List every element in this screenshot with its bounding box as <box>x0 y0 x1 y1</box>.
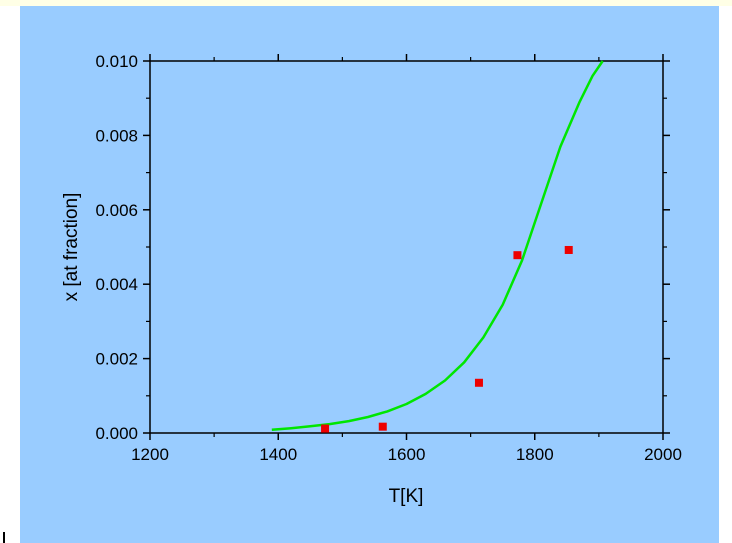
y-tick-label: 0.010 <box>95 52 138 71</box>
x-axis-title: T[K] <box>389 486 424 507</box>
y-tick-label: 0.006 <box>95 201 138 220</box>
data-point <box>513 251 522 260</box>
x-tick-label: 1200 <box>131 445 169 464</box>
data-point <box>378 422 387 431</box>
chart: 1200 1400 1600 1800 2000 0.0000.0020.0040.00… <box>61 52 682 507</box>
y-tick-label: 0.008 <box>95 126 138 145</box>
y-tick-label: 0.002 <box>95 350 138 369</box>
x-tick-label: 1600 <box>388 445 426 464</box>
x-tick-label: 2000 <box>644 445 682 464</box>
data-point <box>474 378 483 387</box>
series-layer <box>271 60 604 433</box>
x-tick-label: 1400 <box>259 445 297 464</box>
top-strip <box>0 0 732 6</box>
data-point <box>321 424 330 433</box>
y-tick-label: 0.000 <box>95 424 138 443</box>
x-axis-ticks: 1200 1400 1600 1800 2000 <box>131 54 682 464</box>
chart-panel: 1200 1400 1600 1800 2000 0.000 0.002 0.004 0.00… <box>20 6 719 543</box>
x-tick-label: 1800 <box>516 445 554 464</box>
y-axis-title: x [at fraction] <box>61 193 82 302</box>
y-axis-ticks: 0.000 0.002 0.004 0.006 0.008 0.010 <box>95 52 670 443</box>
corner-mark <box>3 532 5 543</box>
plot-area <box>149 60 664 434</box>
fit-curve <box>271 60 604 431</box>
data-point <box>564 245 573 254</box>
y-tick-label: 0.004 <box>95 275 138 294</box>
